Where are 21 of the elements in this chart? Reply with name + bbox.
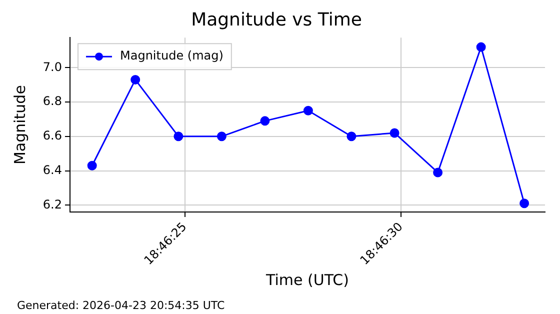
x-axis-title: Time (UTC) (265, 270, 349, 289)
point (476, 42, 486, 52)
y-tick-label: 6.2 (42, 197, 62, 212)
text: Generated: 2026-04-23 20:54:35 UTC (17, 299, 226, 312)
point (433, 168, 443, 178)
point (260, 116, 270, 126)
point (303, 106, 313, 116)
y-tick-label: 6.4 (42, 162, 62, 177)
chart-title: Magnitude vs Time (191, 9, 362, 30)
point (87, 160, 97, 170)
point (174, 132, 184, 142)
y-tick-label: 7.0 (42, 60, 62, 74)
y-axis-title: Magnitude (10, 85, 29, 165)
y-tick-label: 6.8 (42, 94, 62, 108)
y-tick-label: 6.6 (42, 128, 62, 143)
point (130, 74, 140, 84)
point (216, 132, 226, 142)
point (390, 128, 400, 138)
point (520, 198, 530, 208)
point (346, 132, 356, 142)
legend-label: Magnitude (mag) (120, 48, 224, 63)
